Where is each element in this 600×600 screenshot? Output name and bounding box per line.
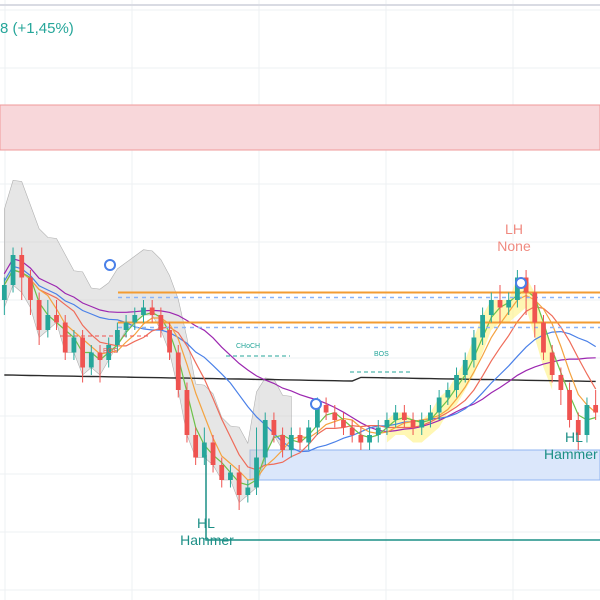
black-moving-average (4, 374, 596, 383)
candle-down (97, 352, 103, 360)
candle-down (184, 390, 190, 435)
candle-down (149, 307, 155, 315)
candle-up (471, 337, 477, 360)
blue-moving-average (3, 265, 597, 453)
candle-down (575, 420, 581, 435)
candle-up (445, 390, 451, 398)
bos-label-mid: BOS (374, 351, 389, 358)
candle-up (288, 435, 294, 450)
candle-down (323, 405, 329, 413)
candle-up (228, 472, 233, 480)
candle-up (1, 285, 7, 300)
candle-down (28, 277, 33, 300)
red-moving-average (3, 269, 597, 471)
candle-up (115, 330, 120, 345)
candle-up (254, 457, 259, 488)
resistance-zone (0, 104, 600, 151)
candle-down (219, 465, 225, 480)
hl-label-left: HL (197, 515, 215, 531)
candle-down (558, 375, 564, 390)
signal-marker (104, 259, 116, 271)
candle-up (419, 420, 425, 428)
candle-up (123, 322, 129, 330)
candle-up (141, 307, 146, 315)
candle-down (541, 322, 546, 353)
candle-down (532, 292, 538, 323)
candle-up (45, 315, 51, 330)
candle-down (62, 322, 68, 353)
candle-down (549, 352, 555, 375)
candle-up (375, 427, 381, 435)
candle-down (280, 435, 285, 450)
candle-up (106, 345, 112, 360)
candle-up (262, 420, 268, 458)
candle-up (515, 277, 520, 300)
candle-down (167, 330, 172, 353)
candle-down (175, 352, 181, 390)
candle-down (236, 472, 242, 495)
trend-cloud (386, 277, 553, 443)
signal-marker (310, 398, 322, 410)
candle-up (88, 352, 94, 368)
candle-up (245, 487, 251, 495)
support-zone (249, 449, 600, 481)
candle-down (80, 337, 85, 368)
candle-up (201, 442, 207, 458)
candle-down (54, 315, 59, 323)
candle-up (428, 412, 433, 420)
candle-up (462, 360, 468, 375)
candle-up (71, 337, 77, 353)
candle-down (567, 390, 572, 420)
candle-up (10, 255, 16, 285)
candle-up (480, 315, 485, 338)
candle-down (332, 412, 338, 420)
candle-up (506, 300, 512, 308)
price-change-label: 8 (+1,45%) (0, 20, 74, 37)
candle-down (593, 405, 599, 413)
candle-down (297, 435, 303, 443)
candle-down (401, 412, 407, 420)
candle-up (584, 405, 590, 435)
candle-down (210, 442, 216, 465)
bos-label-left: BOS (103, 348, 118, 355)
candle-up (306, 427, 312, 443)
candle-down (349, 427, 355, 435)
candle-down (497, 300, 503, 308)
candle-down (341, 420, 346, 428)
signal-marker (515, 277, 527, 289)
candle-up (454, 375, 459, 390)
candle-down (19, 255, 25, 278)
candle-down (358, 435, 364, 443)
candle-up (132, 315, 138, 323)
hl-label-right: HL (565, 429, 583, 445)
hammer-label-left: Hammer (180, 532, 234, 548)
candle-up (315, 405, 320, 428)
choch-label: CHoCH (236, 343, 261, 350)
candle-up (436, 397, 442, 413)
swing-level-line (205, 455, 600, 541)
candle-down (271, 420, 277, 435)
none-label: None (497, 238, 531, 254)
volatility-cloud (4, 180, 292, 504)
candle-down (36, 300, 42, 330)
hammer-label-right: Hammer (544, 446, 598, 462)
candle-up (393, 412, 399, 420)
purple-moving-average (3, 258, 596, 433)
candle-down (410, 420, 416, 428)
candle-down (158, 315, 164, 330)
candle-up (488, 300, 494, 315)
candle-up (367, 435, 372, 443)
candle-down (193, 435, 199, 458)
lh-label: LH (505, 221, 523, 237)
candle-up (384, 420, 390, 428)
